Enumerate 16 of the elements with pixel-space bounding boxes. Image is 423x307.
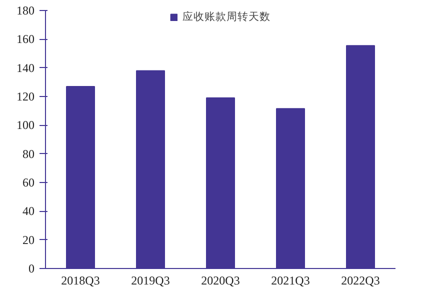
x-tick-label: 2018Q3: [61, 274, 100, 288]
x-tick-label: 2019Q3: [131, 274, 170, 288]
y-tick-label: 80: [22, 146, 34, 161]
x-tick-label: 2020Q3: [201, 274, 240, 288]
x-tick-label: 2021Q3: [271, 274, 310, 288]
x-tick-label: 2022Q3: [341, 274, 380, 288]
y-tick-label: 100: [16, 118, 34, 132]
legend-label: 应收账款周转天数: [182, 10, 270, 24]
y-tick-label: 40: [22, 204, 34, 218]
y-tick-label: 140: [16, 60, 34, 75]
y-tick-label: 0: [28, 262, 34, 276]
y-tick-label: 120: [16, 90, 34, 104]
y-tick-label: 180: [16, 4, 34, 18]
y-tick-label: 60: [22, 176, 34, 190]
y-tick-label: 20: [22, 232, 34, 247]
y-tick-label: 160: [16, 32, 34, 46]
